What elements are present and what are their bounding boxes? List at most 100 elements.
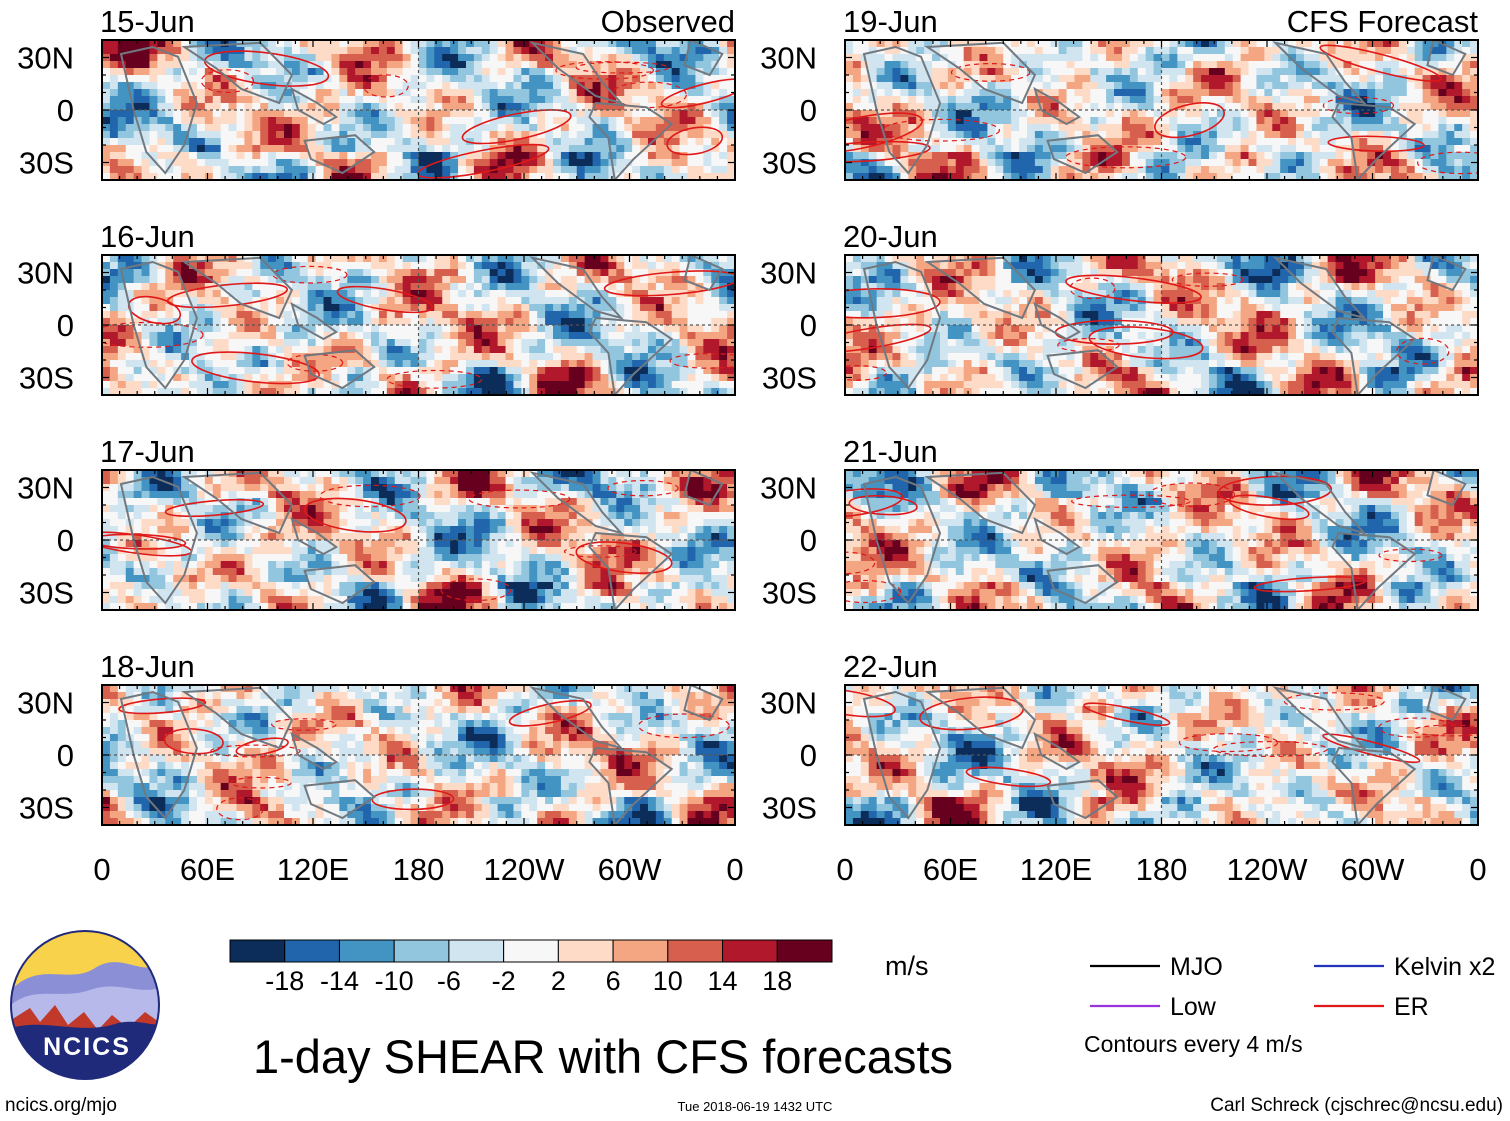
er-contour-negative (575, 61, 670, 74)
er-contour-negative (1148, 482, 1236, 507)
y-tick-label: 0 (800, 308, 817, 343)
coastline (303, 779, 376, 820)
coastline (862, 45, 942, 175)
colorbar-swatch (503, 939, 559, 963)
er-contour-negative (845, 579, 902, 604)
coastline (303, 564, 376, 605)
y-tick-label: 30N (760, 256, 817, 291)
y-tick-label: 0 (57, 308, 74, 343)
legend-label: ER (1394, 993, 1429, 1021)
er-contour-negative (1070, 494, 1191, 508)
er-contour-negative (1417, 151, 1478, 175)
legend-label: Low (1170, 993, 1217, 1021)
er-contour (235, 737, 289, 757)
legend-label: Kelvin x2 (1394, 953, 1495, 981)
er-contour (461, 109, 572, 145)
y-tick-label: 0 (800, 523, 817, 558)
timestamp: Tue 2018-06-19 1432 UTC (678, 1099, 833, 1114)
x-tick-label: 60E (180, 852, 235, 887)
er-contour-negative (555, 61, 654, 80)
coastline (1033, 731, 1082, 771)
figure-title: 1-day SHEAR with CFS forecasts (253, 1030, 953, 1083)
er-contour-negative (845, 551, 876, 575)
er-contour-negative (216, 797, 264, 821)
coastline (303, 349, 376, 390)
er-contour-negative (386, 369, 483, 389)
colorbar-swatch (448, 939, 505, 963)
map-panel-17-Jun: 30N 0 30S 17-Jun (17, 434, 736, 611)
map-panel-19-Jun: 30N 0 30S 19-Jun CFS Forecast (760, 4, 1479, 181)
er-contour (303, 497, 407, 533)
x-tick-label: 0 (93, 852, 110, 887)
coastline (290, 301, 339, 341)
x-tick-label: 0 (1469, 852, 1486, 887)
panel-date: 17-Jun (100, 434, 195, 469)
er-contour (660, 78, 735, 109)
x-tick-label: 120E (1020, 852, 1092, 887)
coastline (862, 475, 942, 605)
y-tick-label: 0 (57, 93, 74, 128)
er-contour-negative (229, 776, 292, 789)
y-tick-label: 0 (57, 523, 74, 558)
x-tick-label: 120W (484, 852, 566, 887)
y-tick-label: 30S (762, 361, 817, 396)
x-tick-label: 120W (1227, 852, 1309, 887)
panel-date: 19-Jun (843, 4, 938, 39)
site-link[interactable]: ncics.org/mjo (5, 1095, 117, 1116)
legend-label: MJO (1170, 953, 1223, 981)
colorbar: -18 -14 -10 -6 -2 2 6 10 14 18 m/s (229, 939, 929, 996)
er-contour-negative (272, 265, 348, 284)
er-contour-negative (271, 718, 337, 731)
coastline (1046, 564, 1119, 605)
er-contour-negative (1412, 724, 1478, 737)
x-tick-label: 60E (923, 852, 978, 887)
er-contour-negative (1378, 717, 1455, 738)
er-contour (1253, 576, 1367, 593)
coastline (290, 86, 339, 126)
er-contour (1322, 733, 1421, 764)
coastline (529, 686, 625, 750)
logo-text: NCICS (43, 1033, 131, 1061)
colorbar-label: -10 (375, 966, 414, 996)
map-panel-20-Jun: 30N 0 30S 20-Jun (760, 219, 1479, 396)
er-contour-negative (881, 118, 1001, 142)
panel-date: 21-Jun (843, 434, 938, 469)
y-tick-label: 30N (17, 471, 74, 506)
shear-field (102, 40, 735, 180)
x-tick-label: 180 (393, 852, 445, 887)
y-tick-label: 30N (760, 41, 817, 76)
colorbar-swatch (338, 939, 395, 963)
shear-field (845, 470, 1478, 610)
er-contour (164, 498, 265, 518)
er-contour (371, 788, 455, 811)
y-tick-label: 30N (17, 41, 74, 76)
panel-date: 15-Jun (100, 4, 195, 39)
panel-date: 18-Jun (100, 649, 195, 684)
er-contour-negative (102, 321, 204, 348)
coastline (1033, 301, 1082, 341)
er-contour (1217, 475, 1333, 506)
colorbar-units: m/s (885, 951, 929, 981)
er-contour-negative (1057, 338, 1120, 353)
colorbar-swatch (776, 939, 833, 963)
y-tick-label: 30S (762, 791, 817, 826)
ncics-logo[interactable]: NCICS (10, 930, 160, 1080)
map-panel-18-Jun: 30N 0 30S 18-Jun (17, 649, 736, 826)
colorbar-swatch (229, 939, 286, 963)
er-contour (1154, 102, 1225, 139)
colorbar-swatch (284, 939, 340, 963)
er-contour-negative (1178, 733, 1279, 753)
er-contour (666, 126, 724, 156)
er-contour (845, 140, 931, 163)
y-tick-label: 0 (57, 738, 74, 773)
map-panel-21-Jun: 30N 0 30S 21-Jun (760, 434, 1479, 611)
er-contour-negative (210, 744, 301, 758)
panel-date: 22-Jun (843, 649, 938, 684)
colorbar-label: 14 (708, 966, 738, 996)
er-contour (965, 766, 1052, 788)
er-contour (163, 728, 224, 755)
er-contour-negative (950, 63, 1031, 82)
colorbar-swatch (557, 939, 614, 963)
coastline (1272, 41, 1368, 105)
